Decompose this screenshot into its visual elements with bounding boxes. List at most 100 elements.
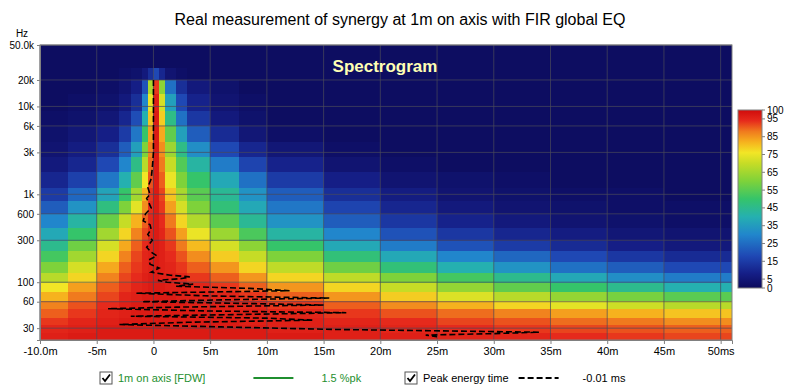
legend-checkbox[interactable] [100,372,112,384]
heat-cell [165,282,177,292]
heat-cell [380,292,437,301]
heat-cell [40,67,69,80]
heat-cell [550,214,607,228]
x-tick-label: 30m [484,345,505,357]
heat-cell [131,110,143,126]
heat-cell [142,45,148,68]
heat-cell [239,110,268,126]
heat-cell [97,250,120,262]
heat-cell [165,80,177,94]
heat-cell [119,156,131,172]
y-tick-mark [37,194,40,195]
heat-cell [239,201,268,215]
heat-cell [494,292,551,301]
heat-cell [550,292,607,301]
y-tick: 20k [18,75,40,86]
y-tick: 60 [23,296,40,307]
heat-cell [68,110,97,126]
heat-cell [210,227,239,240]
heat-cell [437,227,494,240]
colorbar-tick [762,243,765,244]
x-tick: 5m [203,340,218,357]
heat-cell [68,262,97,273]
x-tick-label: 25m [427,345,448,357]
y-tick: 600 [17,209,40,220]
heat-cell [550,126,607,142]
colorbar-tick [762,288,765,289]
grid-line-y [40,240,732,241]
heat-cell [68,332,97,340]
heat-cell [550,262,607,273]
heat-cell [176,126,188,142]
heat-cell [550,172,607,188]
heat-cell [494,110,551,126]
x-tick: 0 [151,340,157,357]
heat-cell [97,282,120,292]
heat-cell [607,282,664,292]
heat-cell [40,172,69,188]
y-tick: 50.0k [10,40,40,51]
heat-cell [40,250,69,262]
heat-cell [40,240,69,251]
heat-cell [97,172,120,188]
heat-cell [550,94,607,111]
heat-cell [153,67,159,80]
heat-cell [239,126,268,142]
heat-cell [550,156,607,172]
heat-cell [97,240,120,251]
y-tick: 6k [23,121,40,132]
heat-cell [97,309,120,318]
x-tick-mark [721,340,722,344]
heat-cell [494,156,551,172]
x-tick-label: 0 [151,345,157,357]
heat-cell [380,332,437,340]
y-tick-mark [37,328,40,329]
colorbar-tick [762,154,765,155]
heat-cell [380,227,437,240]
y-tick-label: 3k [23,147,35,158]
colorbar: 05152535455565758595100 [738,105,784,294]
heat-cell [142,126,148,142]
heat-cell [494,67,551,80]
heat-cell [324,292,381,301]
heat-cell [187,141,210,157]
heat-cell [68,67,97,80]
heat-cell [153,227,159,240]
heat-cell [68,282,97,292]
heat-cell [607,141,664,157]
heat-cell [380,156,437,172]
legend-item: 1m on axis [FDW]1.5 %pk [100,372,362,384]
heat-cell [494,80,551,94]
heat-cell [380,309,437,318]
grid [40,45,732,340]
heat-cell [176,317,188,325]
heat-cell [210,45,239,68]
heat-cell [165,214,177,228]
heat-cell [187,240,210,251]
heat-cell [324,172,381,188]
legend-checkbox[interactable] [405,372,417,384]
heat-cell [210,126,239,142]
heat-cell [437,262,494,273]
y-tick-mark [37,302,40,303]
y-tick-mark [37,214,40,215]
heat-cell [607,67,664,80]
heat-cell [267,80,324,94]
legend-label: 1m on axis [FDW] [118,372,205,384]
heat-cell [176,94,188,111]
heat-cell [68,141,97,157]
heat-cell [176,45,188,68]
heat-cell [380,272,437,283]
heat-cell [550,67,607,80]
colorbar-tick [762,225,765,226]
heat-cell [664,250,732,262]
heat-cell [210,214,239,228]
heat-cell [119,292,131,301]
legend-readout: -0.01 ms [583,372,626,384]
x-tick-label: 15m [313,345,334,357]
heat-cell [210,110,239,126]
heat-cell [607,126,664,142]
heat-cell [324,282,381,292]
heat-cell [664,262,732,273]
x-tick: -5m [88,340,107,357]
